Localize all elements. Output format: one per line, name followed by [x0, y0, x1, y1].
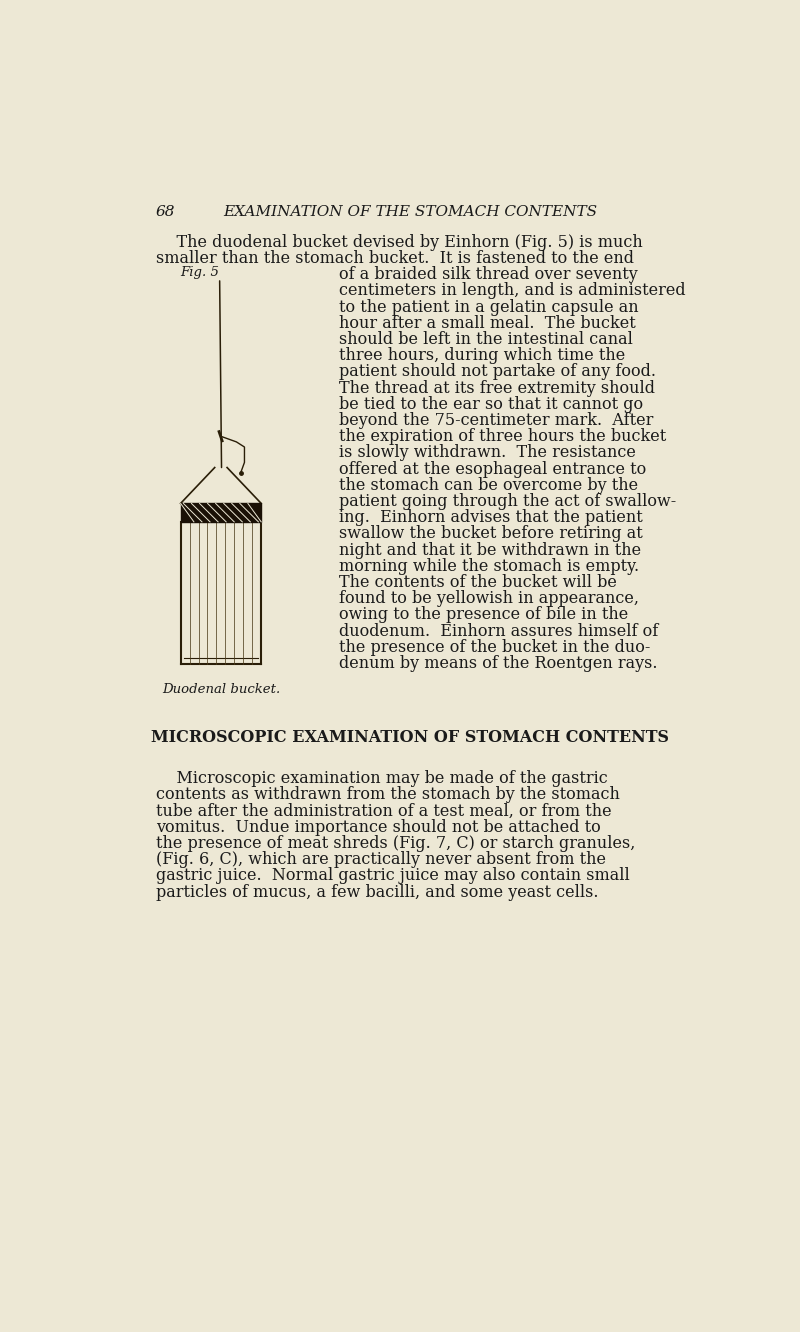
Text: morning while the stomach is empty.: morning while the stomach is empty. [338, 558, 639, 575]
Text: patient should not partake of any food.: patient should not partake of any food. [338, 364, 656, 381]
Text: MICROSCOPIC EXAMINATION OF STOMACH CONTENTS: MICROSCOPIC EXAMINATION OF STOMACH CONTE… [151, 729, 669, 746]
Text: hour after a small meal.  The bucket: hour after a small meal. The bucket [338, 314, 635, 332]
Text: be tied to the ear so that it cannot go: be tied to the ear so that it cannot go [338, 396, 643, 413]
Text: vomitus.  Undue importance should not be attached to: vomitus. Undue importance should not be … [156, 819, 601, 835]
Text: 68: 68 [156, 205, 175, 218]
Text: Duodenal bucket.: Duodenal bucket. [162, 683, 280, 695]
Text: The duodenal bucket devised by Einhorn (Fig. 5) is much: The duodenal bucket devised by Einhorn (… [156, 233, 642, 250]
Polygon shape [181, 503, 262, 522]
Text: Fig. 5: Fig. 5 [181, 266, 219, 280]
Text: The thread at its free extremity should: The thread at its free extremity should [338, 380, 654, 397]
Text: found to be yellowish in appearance,: found to be yellowish in appearance, [338, 590, 638, 607]
Text: duodenum.  Einhorn assures himself of: duodenum. Einhorn assures himself of [338, 622, 658, 639]
Text: denum by means of the Roentgen rays.: denum by means of the Roentgen rays. [338, 655, 658, 673]
Text: Microscopic examination may be made of the gastric: Microscopic examination may be made of t… [156, 770, 607, 787]
Text: offered at the esophageal entrance to: offered at the esophageal entrance to [338, 461, 646, 478]
Text: the stomach can be overcome by the: the stomach can be overcome by the [338, 477, 638, 494]
Text: contents as withdrawn from the stomach by the stomach: contents as withdrawn from the stomach b… [156, 786, 620, 803]
Text: of a braided silk thread over seventy: of a braided silk thread over seventy [338, 266, 638, 284]
Text: centimeters in length, and is administered: centimeters in length, and is administer… [338, 282, 686, 300]
Text: ing.  Einhorn advises that the patient: ing. Einhorn advises that the patient [338, 509, 642, 526]
Text: beyond the 75-centimeter mark.  After: beyond the 75-centimeter mark. After [338, 412, 653, 429]
Text: the presence of meat shreds (Fig. 7, C) or starch granules,: the presence of meat shreds (Fig. 7, C) … [156, 835, 635, 852]
Text: patient going through the act of swallow-: patient going through the act of swallow… [338, 493, 676, 510]
Text: night and that it be withdrawn in the: night and that it be withdrawn in the [338, 542, 641, 558]
Text: gastric juice.  Normal gastric juice may also contain small: gastric juice. Normal gastric juice may … [156, 867, 630, 884]
Text: smaller than the stomach bucket.  It is fastened to the end: smaller than the stomach bucket. It is f… [156, 250, 634, 266]
Text: three hours, during which time the: three hours, during which time the [338, 348, 625, 364]
Text: the presence of the bucket in the duo-: the presence of the bucket in the duo- [338, 639, 650, 655]
Text: tube after the administration of a test meal, or from the: tube after the administration of a test … [156, 802, 611, 819]
Text: is slowly withdrawn.  The resistance: is slowly withdrawn. The resistance [338, 445, 635, 461]
Text: The contents of the bucket will be: The contents of the bucket will be [338, 574, 617, 591]
Text: EXAMINATION OF THE STOMACH CONTENTS: EXAMINATION OF THE STOMACH CONTENTS [223, 205, 597, 218]
Text: (Fig. 6, C), which are practically never absent from the: (Fig. 6, C), which are practically never… [156, 851, 606, 868]
Text: particles of mucus, a few bacilli, and some yeast cells.: particles of mucus, a few bacilli, and s… [156, 883, 598, 900]
Text: the expiration of three hours the bucket: the expiration of three hours the bucket [338, 428, 666, 445]
Text: to the patient in a gelatin capsule an: to the patient in a gelatin capsule an [338, 298, 638, 316]
Text: owing to the presence of bile in the: owing to the presence of bile in the [338, 606, 628, 623]
Text: should be left in the intestinal canal: should be left in the intestinal canal [338, 330, 633, 348]
Text: swallow the bucket before retiring at: swallow the bucket before retiring at [338, 525, 642, 542]
